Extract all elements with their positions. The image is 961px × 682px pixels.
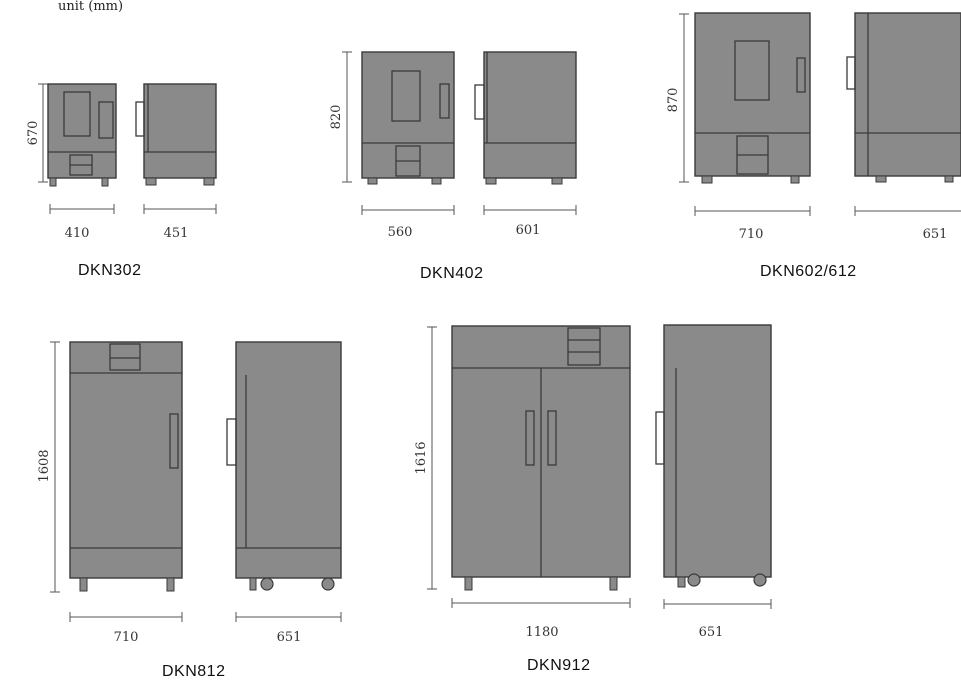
dkn602-side-view <box>846 12 961 183</box>
dkn302-front-view <box>47 83 117 187</box>
dkn812-front-view <box>69 341 183 592</box>
dkn602-front-view <box>694 12 811 184</box>
dkn912-depth-label: 651 <box>699 625 724 640</box>
dkn602-height-label: 870 <box>666 88 681 113</box>
dkn912-front-view <box>451 325 631 591</box>
dkn302-height-label: 670 <box>26 121 41 146</box>
model-dkn302: 670 410 451 DKN302 <box>26 83 217 279</box>
dkn402-height-label: 820 <box>329 105 344 130</box>
dkn812-width-label: 710 <box>114 630 139 645</box>
dkn402-model-name: DKN402 <box>420 265 483 282</box>
model-dkn602: 870 710 651 DKN602/612 <box>666 12 961 280</box>
model-dkn812: 1608 710 651 DKN812 <box>37 341 342 680</box>
dkn812-depth-label: 651 <box>277 630 302 645</box>
dkn912-side-view <box>655 324 772 588</box>
model-dkn402: 820 560 601 DKN402 <box>329 51 577 282</box>
dkn812-side-view <box>226 341 342 591</box>
dkn912-model-name: DKN912 <box>527 657 590 674</box>
dkn602-depth-label: 651 <box>923 227 948 242</box>
dkn402-side-view <box>474 51 577 185</box>
unit-note: unit (mm) <box>58 0 123 14</box>
dkn402-front-view <box>361 51 455 185</box>
dkn302-width-label: 410 <box>65 226 90 241</box>
dkn602-width-label: 710 <box>739 227 764 242</box>
dkn912-height-label: 1616 <box>414 441 429 474</box>
dkn402-width-label: 560 <box>388 225 413 240</box>
dkn302-depth-label: 451 <box>164 226 189 241</box>
dkn302-side-view <box>135 83 217 186</box>
model-dkn912: 1616 1180 651 DKN912 <box>414 324 772 674</box>
dkn812-height-label: 1608 <box>37 449 52 482</box>
dkn812-model-name: DKN812 <box>162 663 225 680</box>
dkn302-model-name: DKN302 <box>78 262 141 279</box>
dkn912-width-label: 1180 <box>525 625 558 640</box>
dkn602-model-name: DKN602/612 <box>760 263 857 280</box>
dkn402-depth-label: 601 <box>516 223 541 238</box>
